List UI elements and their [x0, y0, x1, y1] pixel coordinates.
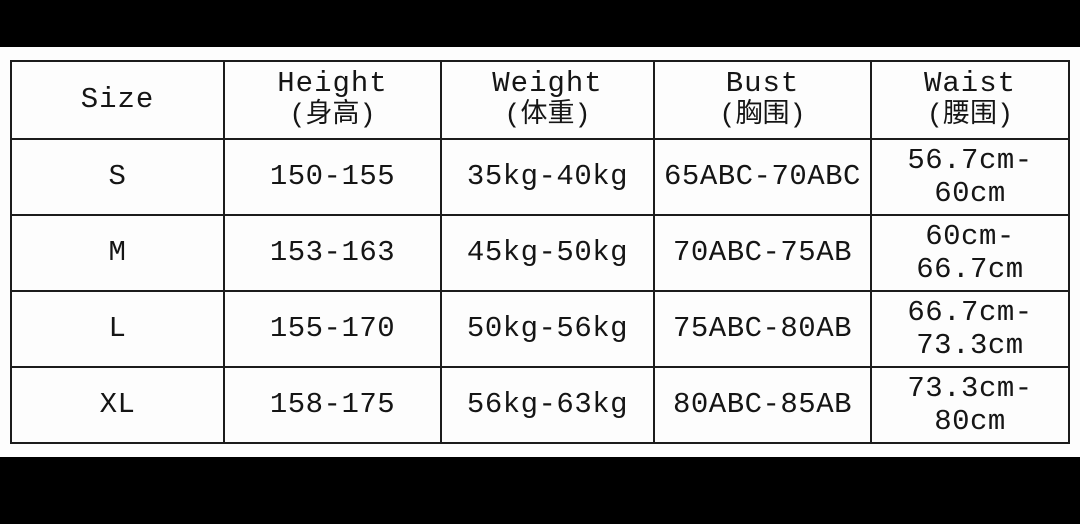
header-label-bust-zh: (胸围)	[719, 101, 806, 132]
cell-height: 155-170	[223, 290, 442, 368]
header-label-weight-zh: (体重)	[504, 101, 591, 132]
header-label-weight-en: Weight	[492, 67, 603, 101]
table-row-m: M 153-163 45kg-50kg 70ABC-75AB 60cm-66.7…	[10, 214, 1070, 292]
header-label-bust-en: Bust	[725, 67, 800, 101]
cell-waist: 66.7cm- 73.3cm	[870, 290, 1070, 368]
cell-bust: 65ABC-70ABC	[653, 138, 872, 216]
header-label-waist-zh: (腰围)	[926, 101, 1014, 132]
size-chart-table: Size Height (身高) Weight (体重) Bust (胸围)	[10, 60, 1070, 444]
cell-waist: 73.3cm-80cm	[870, 366, 1070, 444]
header-cell-size: Size	[10, 60, 225, 140]
cell-bust: 80ABC-85AB	[653, 366, 872, 444]
cell-size: M	[10, 214, 225, 292]
cell-bust: 70ABC-75AB	[653, 214, 872, 292]
cell-height: 153-163	[223, 214, 442, 292]
header-cell-weight: Weight (体重)	[440, 60, 655, 140]
header-label-height-en: Height	[277, 67, 388, 101]
table-row-l: L 155-170 50kg-56kg 75ABC-80AB 66.7cm- 7…	[10, 290, 1070, 368]
table-row-s: S 150-155 35kg-40kg 65ABC-70ABC 56.7cm-6…	[10, 138, 1070, 216]
top-letterbox-bar	[0, 0, 1080, 47]
cell-size: S	[10, 138, 225, 216]
cell-height: 150-155	[223, 138, 442, 216]
header-cell-height: Height (身高)	[223, 60, 442, 140]
header-label-size-en: Size	[80, 83, 155, 117]
cell-size: L	[10, 290, 225, 368]
bottom-letterbox-bar	[0, 457, 1080, 524]
header-label-height-zh: (身高)	[289, 101, 376, 132]
header-cell-bust: Bust (胸围)	[653, 60, 872, 140]
cell-waist: 60cm-66.7cm	[870, 214, 1070, 292]
cell-bust: 75ABC-80AB	[653, 290, 872, 368]
cell-weight: 45kg-50kg	[440, 214, 655, 292]
cell-size: XL	[10, 366, 225, 444]
chart-canvas: Size Height (身高) Weight (体重) Bust (胸围)	[0, 47, 1080, 457]
cell-waist: 56.7cm-60cm	[870, 138, 1070, 216]
cell-weight: 35kg-40kg	[440, 138, 655, 216]
header-label-waist-en: Waist	[923, 67, 1016, 101]
cell-height: 158-175	[223, 366, 442, 444]
cell-weight: 56kg-63kg	[440, 366, 655, 444]
table-row-xl: XL 158-175 56kg-63kg 80ABC-85AB 73.3cm-8…	[10, 366, 1070, 444]
header-row: Size Height (身高) Weight (体重) Bust (胸围)	[10, 60, 1070, 140]
header-cell-waist: Waist (腰围)	[870, 60, 1070, 140]
cell-weight: 50kg-56kg	[440, 290, 655, 368]
